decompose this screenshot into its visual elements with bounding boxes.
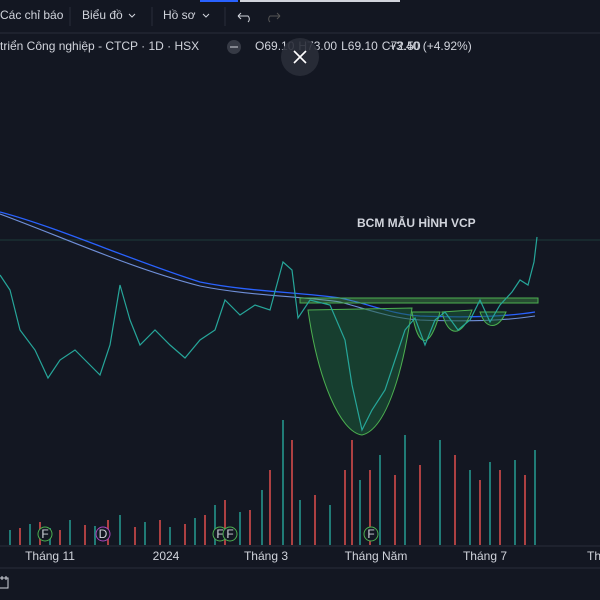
change: +3.40 (+4.92%) (389, 39, 472, 53)
symbol-title: triển Công nghiệp - CTCP · 1D · HSX (0, 39, 199, 53)
cup-shape (307, 307, 413, 436)
volume-bars (19, 440, 526, 545)
tab-indicator (240, 0, 400, 2)
event-marker[interactable]: F (363, 526, 379, 542)
x-tick-label: Tháng Năm (345, 549, 408, 563)
x-tick-label: Tháng 7 (463, 549, 507, 563)
toolbar-item[interactable]: Hồ sơ (163, 8, 196, 22)
tab-indicator (200, 0, 238, 2)
price-path (0, 236, 538, 432)
toolbar-item[interactable]: Biểu đồ (82, 8, 123, 22)
x-tick-label: Tháng 11 (25, 549, 75, 563)
event-marker[interactable]: D (95, 526, 111, 542)
annotation: BCM MẪU HÌNH VCP (357, 215, 476, 230)
marker-label: D (99, 527, 108, 541)
x-tick-label: Tháng 3 (244, 549, 288, 563)
toolbar-item[interactable]: Các chỉ báo (0, 8, 64, 22)
marker-label: F (226, 527, 233, 541)
ohlc-value: 69.10 (348, 39, 378, 53)
marker-label: F (367, 527, 374, 541)
x-tick-label: Thá (587, 549, 600, 563)
dropdown-icon (128, 13, 136, 18)
ohlc-label: C (382, 39, 391, 53)
ohlc-label: O (255, 39, 264, 53)
ohlc-label: L (341, 39, 348, 53)
ohlc-value: 72.50 (390, 39, 420, 53)
marker-label: F (216, 527, 223, 541)
toolbar (0, 0, 600, 33)
resistance-line (299, 297, 539, 304)
handle-shape (411, 309, 507, 341)
close-icon (293, 50, 307, 64)
event-marker[interactable]: F (222, 526, 238, 542)
x-tick-label: 2024 (153, 549, 180, 563)
undo-button[interactable] (237, 12, 250, 23)
marker-label: F (41, 527, 48, 541)
calendar-icon[interactable] (0, 576, 9, 589)
redo-button[interactable] (268, 12, 281, 23)
dropdown-icon (202, 13, 210, 18)
event-marker[interactable]: F (37, 526, 53, 542)
